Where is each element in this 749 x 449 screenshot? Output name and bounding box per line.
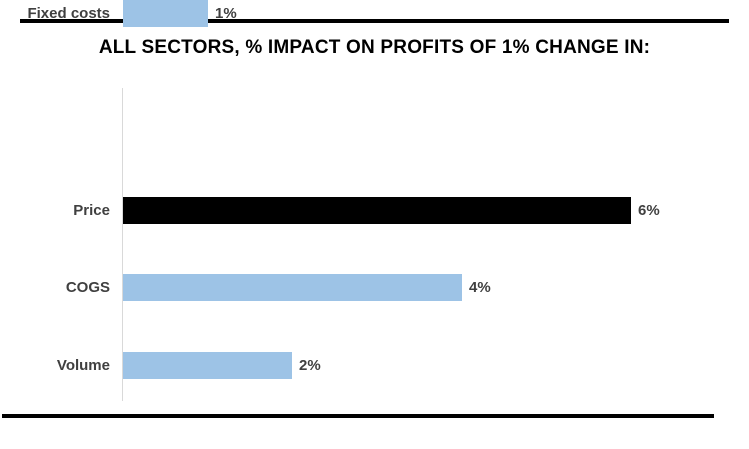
bar-row-cogs: COGS 4% <box>0 274 749 301</box>
value-label-cogs: 4% <box>469 279 491 296</box>
bar-volume <box>123 352 292 379</box>
bar-fixed-costs <box>123 0 208 27</box>
y-axis-line <box>122 88 123 401</box>
bottom-rule <box>2 414 714 418</box>
value-label-volume: 2% <box>299 357 321 374</box>
value-label-price: 6% <box>638 202 660 219</box>
bar-row-price: Price 6% <box>0 197 749 224</box>
bar-price <box>123 197 631 224</box>
value-label-fixed-costs: 1% <box>215 5 237 22</box>
chart-title: ALL SECTORS, % IMPACT ON PROFITS OF 1% C… <box>98 37 651 58</box>
category-label-volume: Volume <box>56 357 110 374</box>
bar-row-volume: Volume 2% <box>0 352 749 379</box>
category-label-fixed-costs: Fixed costs <box>27 5 110 22</box>
bar-row-fixed-costs: Fixed costs 1% <box>0 0 749 27</box>
category-label-price: Price <box>73 202 110 219</box>
bar-cogs <box>123 274 462 301</box>
category-label-cogs: COGS <box>65 279 110 296</box>
top-rule <box>20 19 729 23</box>
